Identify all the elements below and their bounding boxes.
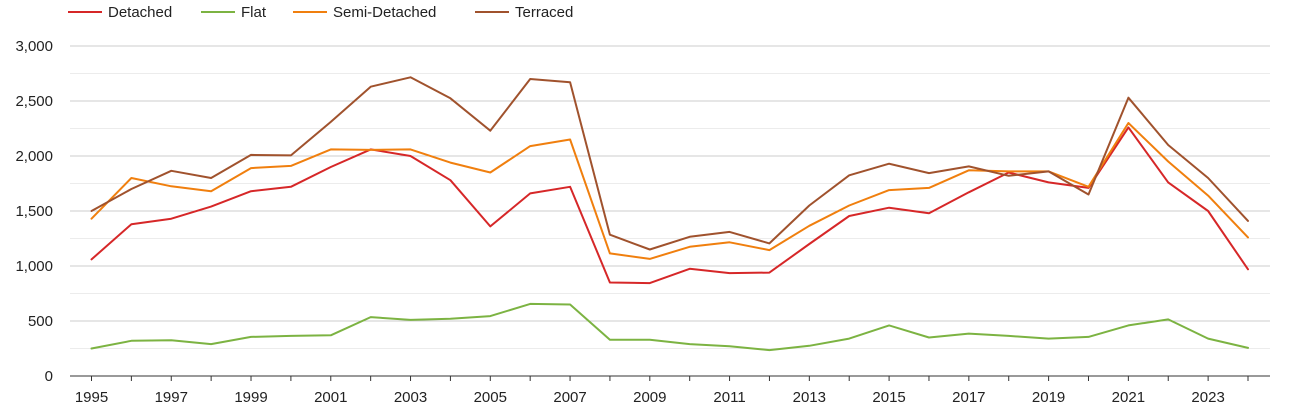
y-tick-label: 2,000 bbox=[15, 148, 53, 165]
series-line-semi-detached bbox=[90, 122, 1249, 260]
x-tick-label: 2013 bbox=[793, 389, 826, 406]
x-tick-label: 1997 bbox=[155, 389, 188, 406]
x-tick-label: 2005 bbox=[474, 389, 507, 406]
legend: Detached Flat Semi-Detached Terraced bbox=[68, 4, 573, 21]
y-tick-label: 2,500 bbox=[15, 93, 53, 110]
legend-label: Terraced bbox=[515, 4, 573, 21]
y-tick-label: 0 bbox=[45, 368, 53, 385]
y-axis: 0 500 1,000 1,500 2,000 2,500 3,000 bbox=[15, 38, 53, 385]
y-tick-label: 3,000 bbox=[15, 38, 53, 55]
gridlines bbox=[70, 45, 1270, 349]
legend-label: Detached bbox=[108, 4, 172, 21]
series-line-flat bbox=[90, 302, 1249, 352]
y-tick-label: 1,000 bbox=[15, 258, 53, 275]
x-tick-label: 2009 bbox=[633, 389, 666, 406]
x-tick-label: 2001 bbox=[314, 389, 347, 406]
x-tick-label: 2019 bbox=[1032, 389, 1065, 406]
x-tick-label: 2017 bbox=[952, 389, 985, 406]
x-tick-label: 2015 bbox=[872, 389, 905, 406]
series-lines bbox=[90, 76, 1249, 352]
y-tick-label: 500 bbox=[28, 313, 53, 330]
y-tick-label: 1,500 bbox=[15, 203, 53, 220]
x-tick-label: 2011 bbox=[713, 389, 745, 406]
x-axis: 1995 1997 1999 2001 2003 2005 2007 2009 2011 2013… bbox=[70, 375, 1270, 406]
x-tick-label: 1995 bbox=[75, 389, 108, 406]
x-tick-label: 2023 bbox=[1191, 389, 1224, 406]
x-tick-label: 2003 bbox=[394, 389, 427, 406]
series-line-detached bbox=[90, 126, 1249, 285]
x-tick-label: 2021 bbox=[1112, 389, 1145, 406]
legend-label: Semi-Detached bbox=[333, 4, 436, 21]
legend-label: Flat bbox=[241, 4, 267, 21]
series-line-terraced bbox=[90, 76, 1249, 251]
x-tick-label: 2007 bbox=[553, 389, 586, 406]
x-tick-label: 1999 bbox=[234, 389, 267, 406]
